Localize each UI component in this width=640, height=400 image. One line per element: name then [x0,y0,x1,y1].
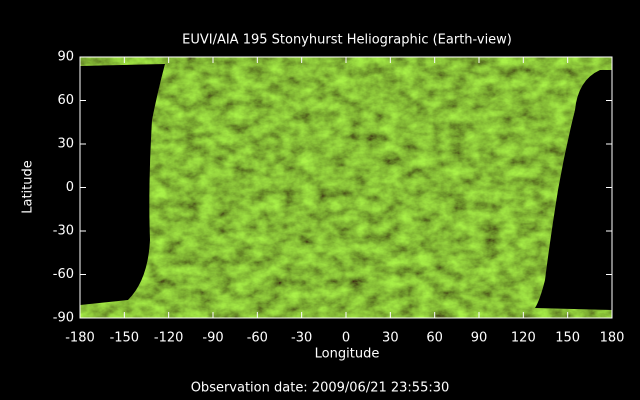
y-tick-label: -30 [53,224,74,239]
caption: Observation date: 2009/06/21 23:55:30 [191,381,450,396]
off-disk-left [80,64,165,305]
x-tick-label: -60 [247,331,268,346]
y-tick-label: 90 [57,50,74,65]
y-tick-label: 60 [57,93,74,108]
x-axis-label: Longitude [315,347,380,362]
x-tick-label: -150 [110,331,140,346]
y-tick-label: 0 [66,180,74,195]
off-disk-right [535,70,612,310]
y-tick-label: -60 [53,267,74,282]
chart-title: EUVI/AIA 195 Stonyhurst Heliographic (Ea… [182,33,512,48]
x-tick-label: 120 [511,331,536,346]
x-tick-label: 60 [426,331,443,346]
x-tick-label: -30 [291,331,312,346]
y-tick-label: 30 [57,137,74,152]
y-axis-label: Latitude [21,160,36,214]
x-tick-label: 30 [382,331,399,346]
x-tick-label: 0 [342,331,350,346]
x-tick-label: -120 [154,331,184,346]
x-tick-label: -180 [65,331,95,346]
x-tick-label: 180 [600,331,625,346]
y-tick-label: -90 [53,311,74,326]
map-image [80,57,612,318]
x-tick-label: 150 [555,331,580,346]
x-tick-label: -90 [202,331,223,346]
x-tick-label: 90 [471,331,488,346]
